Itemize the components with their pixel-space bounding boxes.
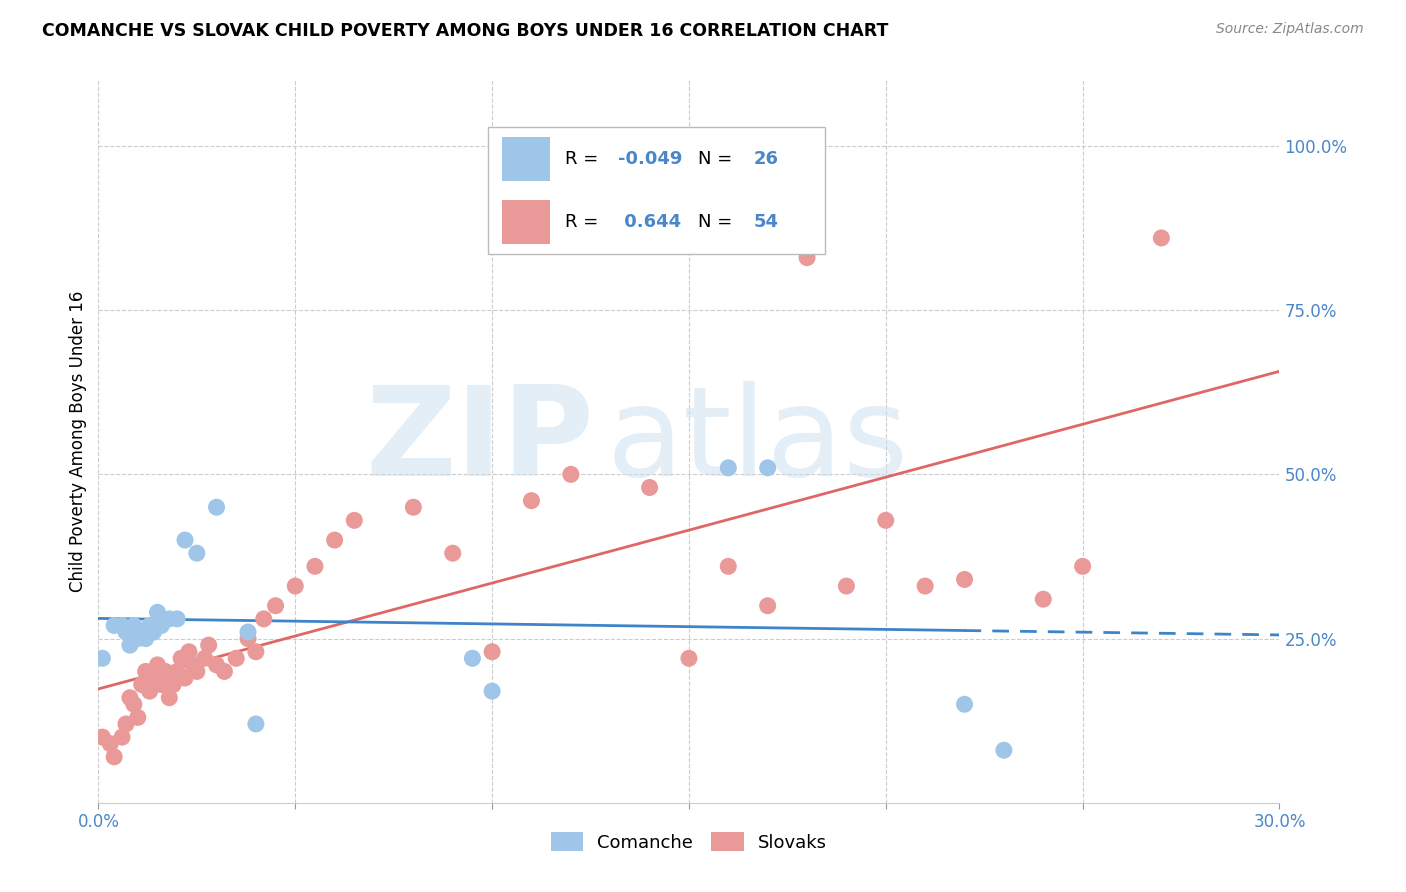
Point xyxy=(103,749,125,764)
FancyBboxPatch shape xyxy=(502,137,550,180)
Point xyxy=(953,573,976,587)
Text: 0.644: 0.644 xyxy=(619,213,681,231)
Point xyxy=(304,559,326,574)
Point xyxy=(678,651,700,665)
Point xyxy=(875,513,897,527)
Text: -0.049: -0.049 xyxy=(619,150,682,168)
Point xyxy=(111,618,134,632)
Text: Source: ZipAtlas.com: Source: ZipAtlas.com xyxy=(1216,22,1364,37)
Point xyxy=(135,632,157,646)
Point xyxy=(174,533,197,547)
Point xyxy=(835,579,858,593)
Point xyxy=(993,743,1015,757)
Text: 54: 54 xyxy=(754,213,779,231)
Text: N =: N = xyxy=(699,150,738,168)
Point xyxy=(170,651,193,665)
Point xyxy=(1032,592,1054,607)
Text: COMANCHE VS SLOVAK CHILD POVERTY AMONG BOYS UNDER 16 CORRELATION CHART: COMANCHE VS SLOVAK CHILD POVERTY AMONG B… xyxy=(42,22,889,40)
Point xyxy=(103,618,125,632)
Point xyxy=(776,139,799,153)
Point xyxy=(157,612,180,626)
Text: R =: R = xyxy=(565,213,605,231)
Point xyxy=(150,677,173,691)
Point xyxy=(138,684,160,698)
Point xyxy=(111,730,134,744)
Point xyxy=(181,657,204,672)
Point xyxy=(245,645,267,659)
Text: R =: R = xyxy=(565,150,605,168)
Point xyxy=(481,645,503,659)
Point xyxy=(131,625,153,640)
Point xyxy=(91,730,114,744)
Point xyxy=(142,625,165,640)
Point xyxy=(155,665,177,679)
Point xyxy=(150,618,173,632)
Point xyxy=(194,651,217,665)
Point xyxy=(323,533,346,547)
Legend: Comanche, Slovaks: Comanche, Slovaks xyxy=(543,825,835,859)
Point xyxy=(756,460,779,475)
Point xyxy=(186,546,208,560)
Point xyxy=(225,651,247,665)
Point xyxy=(1150,231,1173,245)
Point xyxy=(91,651,114,665)
FancyBboxPatch shape xyxy=(488,128,825,253)
Point xyxy=(135,665,157,679)
Point xyxy=(253,612,276,626)
Point xyxy=(177,645,200,659)
Point xyxy=(717,460,740,475)
FancyBboxPatch shape xyxy=(502,201,550,244)
Point xyxy=(343,513,366,527)
Point xyxy=(131,677,153,691)
Point xyxy=(115,625,138,640)
Point xyxy=(162,677,184,691)
Point xyxy=(166,612,188,626)
Point xyxy=(914,579,936,593)
Point xyxy=(481,684,503,698)
Point xyxy=(205,657,228,672)
Point xyxy=(214,665,236,679)
Point xyxy=(402,500,425,515)
Point xyxy=(166,665,188,679)
Point xyxy=(717,559,740,574)
Point xyxy=(197,638,219,652)
Point xyxy=(236,632,259,646)
Point xyxy=(560,467,582,482)
Point xyxy=(122,618,145,632)
Point xyxy=(953,698,976,712)
Point xyxy=(174,671,197,685)
Point xyxy=(122,698,145,712)
Text: N =: N = xyxy=(699,213,738,231)
Text: 26: 26 xyxy=(754,150,779,168)
Point xyxy=(98,737,121,751)
Point xyxy=(441,546,464,560)
Point xyxy=(796,251,818,265)
Point xyxy=(118,638,141,652)
Point xyxy=(115,717,138,731)
Point xyxy=(236,625,259,640)
Point xyxy=(756,599,779,613)
Text: ZIP: ZIP xyxy=(366,381,595,502)
Point xyxy=(142,671,165,685)
Point xyxy=(264,599,287,613)
Point xyxy=(245,717,267,731)
Point xyxy=(157,690,180,705)
Y-axis label: Child Poverty Among Boys Under 16: Child Poverty Among Boys Under 16 xyxy=(69,291,87,592)
Point xyxy=(146,657,169,672)
Point xyxy=(461,651,484,665)
Point xyxy=(1071,559,1094,574)
Point xyxy=(520,493,543,508)
Point xyxy=(138,618,160,632)
Point xyxy=(284,579,307,593)
Point xyxy=(638,481,661,495)
Point xyxy=(127,710,149,724)
Point xyxy=(127,632,149,646)
Text: atlas: atlas xyxy=(606,381,908,502)
Point xyxy=(205,500,228,515)
Point xyxy=(146,605,169,619)
Point xyxy=(186,665,208,679)
Point xyxy=(118,690,141,705)
